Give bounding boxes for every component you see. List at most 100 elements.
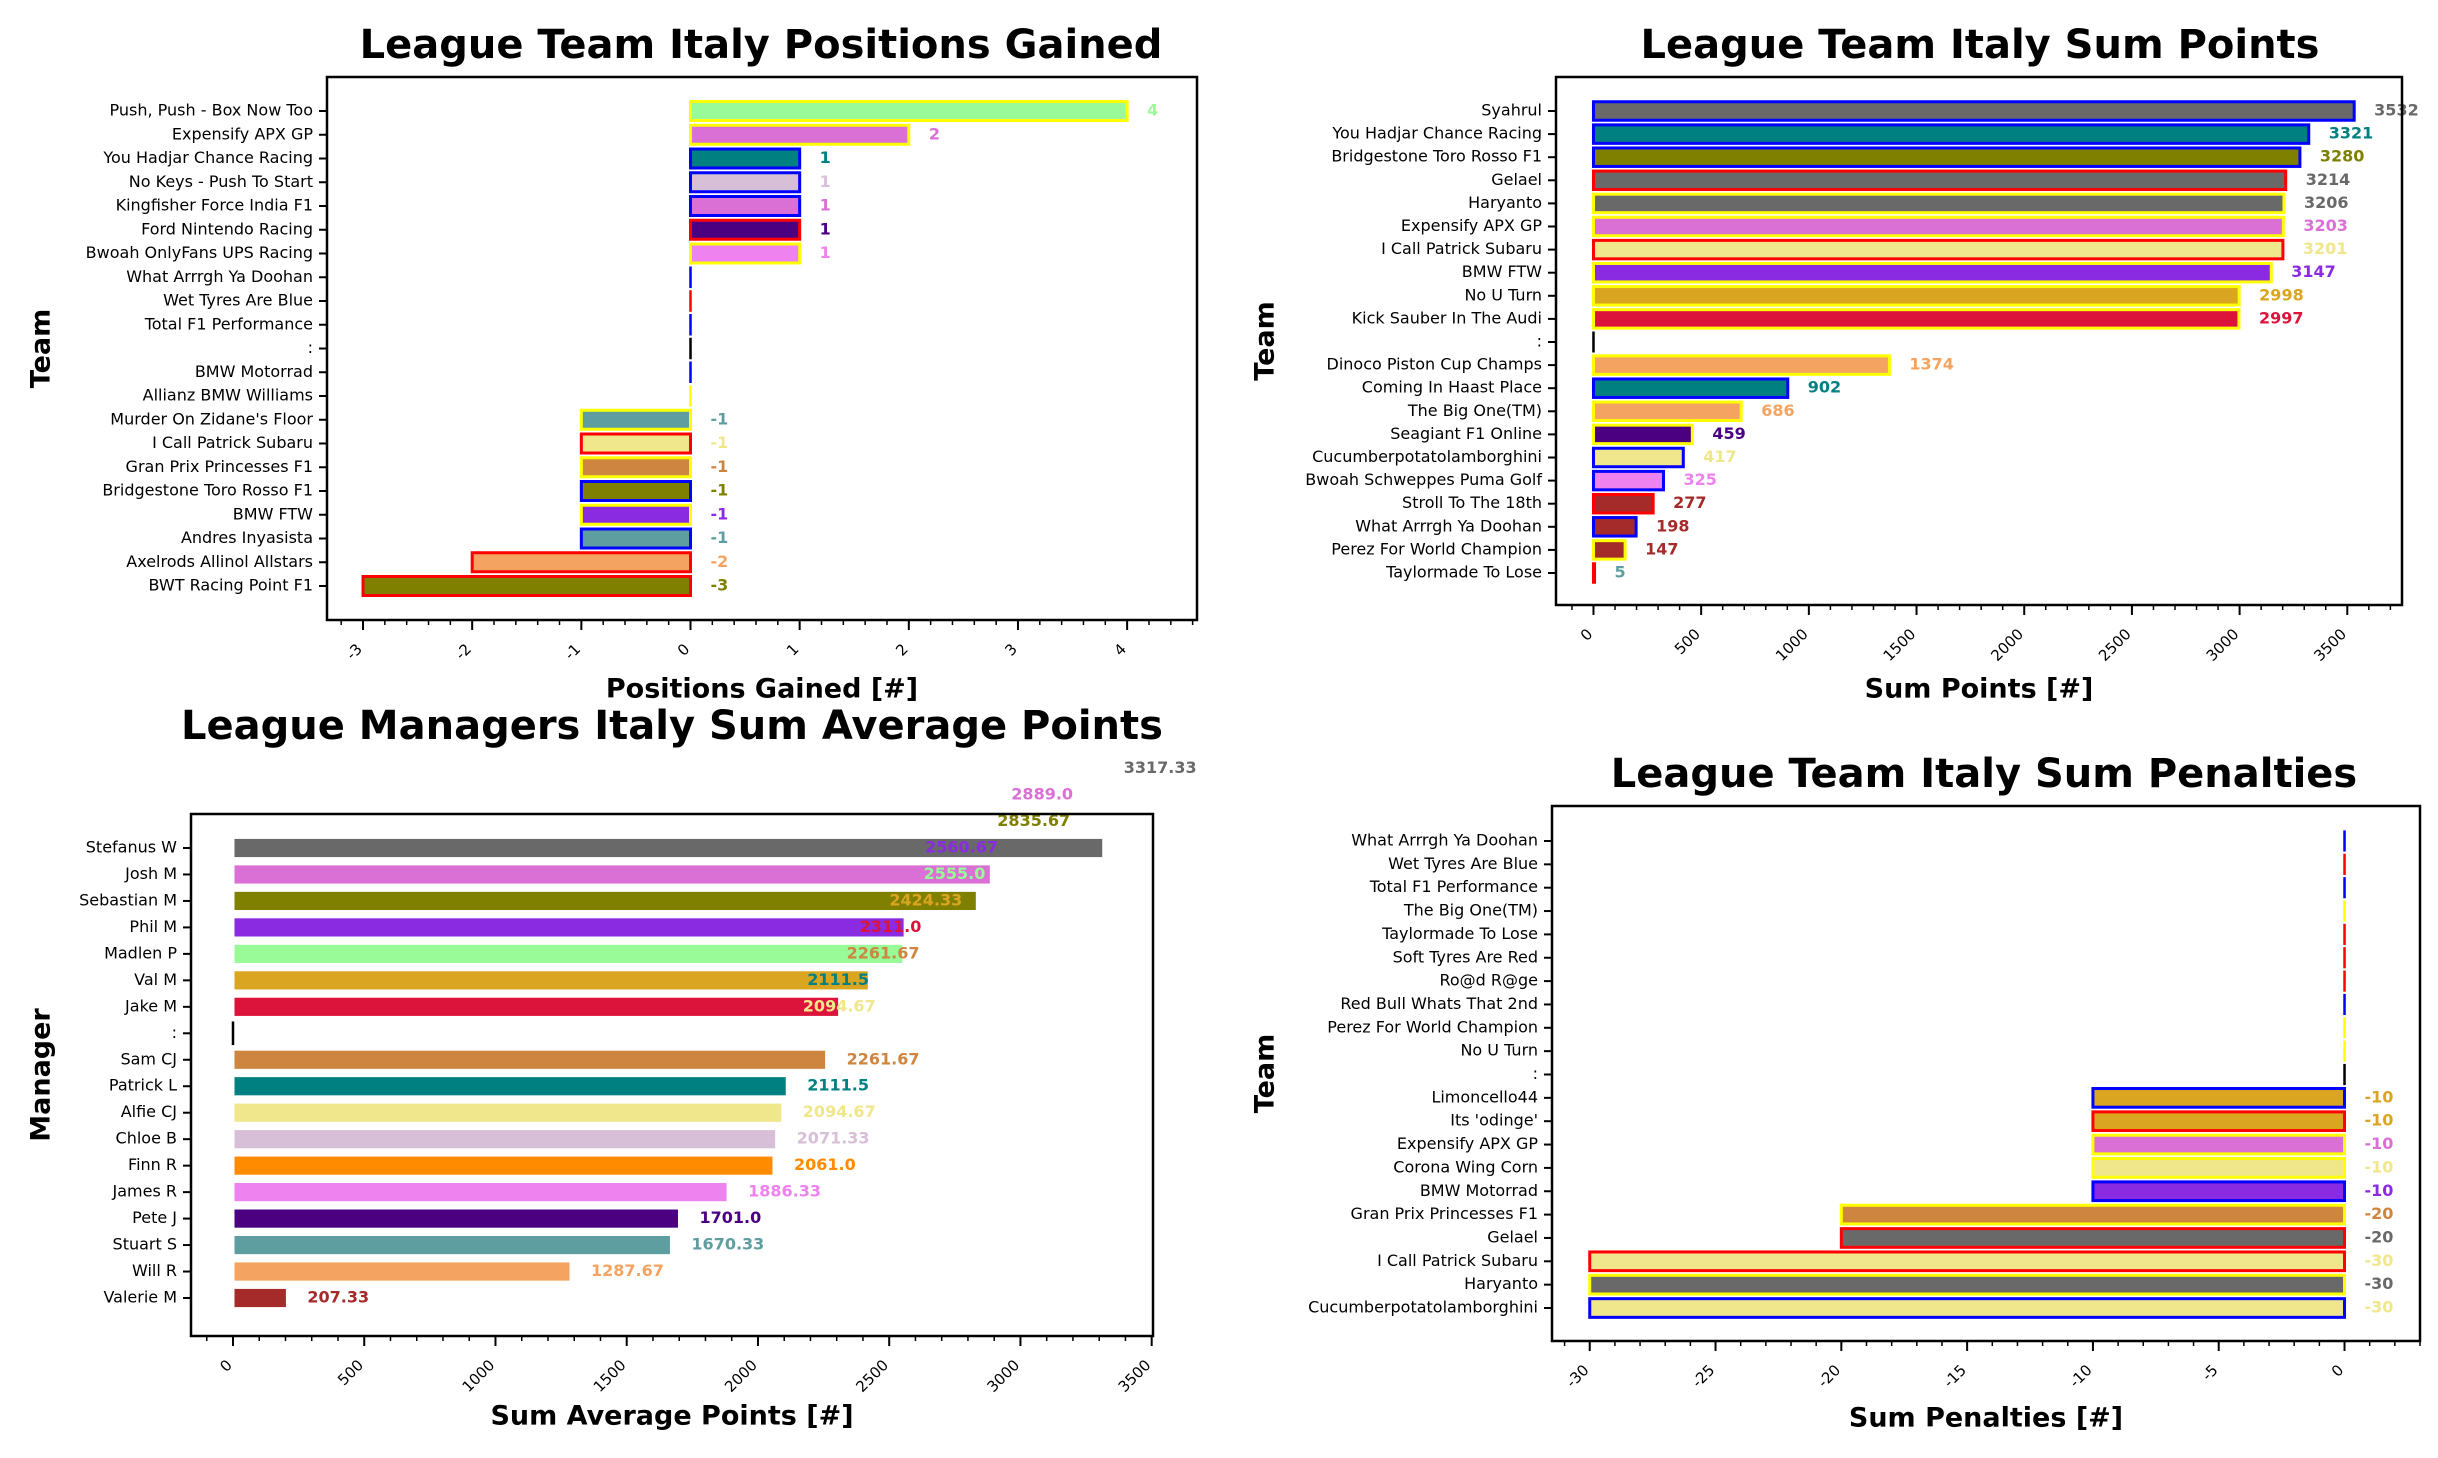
bar — [1588, 1250, 2347, 1273]
y-tick-label: Allianz BMW Williams — [143, 386, 313, 405]
bar — [1591, 400, 1743, 423]
value-label: 902 — [1808, 378, 1841, 397]
bar — [231, 915, 907, 940]
x-tick-label: -15 — [1940, 1361, 1970, 1391]
value-label: 5 — [1615, 563, 1626, 582]
value-label: 325 — [1683, 470, 1716, 489]
bar — [231, 1153, 776, 1178]
bar — [2091, 1157, 2347, 1179]
value-label: -1 — [711, 504, 729, 523]
x-tick-label: 3000 — [2203, 625, 2243, 665]
y-tick-label: Stefanus W — [86, 838, 177, 857]
value-label: 3206 — [2304, 193, 2349, 212]
value-label: 2261.67 — [847, 943, 920, 962]
bar — [1591, 123, 2311, 145]
bar — [1591, 308, 2241, 330]
y-tick-label: Gran Prix Princesses F1 — [1351, 1204, 1538, 1223]
y-tick-label: Gelael — [1491, 170, 1542, 189]
bar — [689, 242, 802, 265]
bar — [231, 1285, 289, 1311]
y-tick-label: Chloe B — [116, 1129, 177, 1148]
bar — [689, 171, 802, 194]
y-tick-label: Madlen P — [104, 943, 177, 962]
value-label: 207.33 — [307, 1288, 369, 1307]
y-tick-label: Total F1 Performance — [144, 314, 313, 333]
value-label: 1 — [820, 219, 831, 238]
bar — [689, 100, 1129, 122]
bar — [1591, 169, 2288, 192]
value-label: 2555.0 — [924, 864, 986, 883]
y-tick-label: Ro@d R@ge — [1439, 971, 1538, 990]
y-tick-label: Dinoco Piston Cup Champs — [1327, 355, 1542, 374]
x-tick-label: 3000 — [984, 1356, 1024, 1396]
bar — [1588, 1297, 2347, 1319]
bar — [231, 968, 871, 993]
y-tick-label: Limoncello44 — [1431, 1087, 1538, 1106]
bar — [231, 941, 906, 966]
bar — [1839, 1227, 2347, 1249]
y-tick-label: Its 'odinge' — [1450, 1111, 1538, 1130]
y-tick-label: The Big One(TM) — [1403, 901, 1538, 920]
bar — [1839, 1203, 2347, 1226]
value-label: -10 — [2365, 1134, 2394, 1153]
value-label: -3 — [711, 576, 729, 595]
y-tick-label: You Hadjar Chance Racing — [102, 148, 313, 167]
x-tick-label: -5 — [2198, 1361, 2221, 1384]
value-label: -1 — [711, 481, 729, 500]
x-axis-label: Sum Average Points [#] — [490, 1401, 853, 1432]
y-tick-label: Expensify APX GP — [1401, 216, 1542, 235]
y-tick-label: Finn R — [128, 1155, 177, 1174]
value-label: 277 — [1673, 493, 1706, 512]
y-tick-label: Murder On Zidane's Floor — [110, 409, 313, 428]
bar — [1591, 516, 1638, 538]
value-label: -2 — [711, 552, 729, 571]
value-label: 1 — [820, 243, 831, 262]
bar — [231, 1100, 785, 1125]
y-tick-label: Pete J — [132, 1208, 177, 1227]
chart-title: League Team Italy Positions Gained — [360, 22, 1163, 68]
bar — [579, 503, 693, 526]
bar — [231, 1127, 779, 1152]
y-tick-label: Corona Wing Corn — [1393, 1157, 1538, 1176]
x-tick-label: 4 — [1110, 640, 1129, 659]
y-axis-label: Team — [26, 309, 57, 389]
subplot-3: League Team Italy Sum Penalties What Arrr… — [1250, 751, 2422, 1434]
bar — [689, 123, 911, 146]
y-tick-label: Perez For World Champion — [1331, 539, 1542, 558]
bar — [1591, 146, 2302, 168]
x-tick-label: -2 — [452, 640, 475, 663]
y-tick-label: No U Turn — [1464, 285, 1542, 304]
y-axis-label: Team — [1250, 301, 1281, 381]
bar — [1591, 423, 1694, 446]
value-label: 2111.5 — [807, 1076, 869, 1095]
y-tick-label: BMW Motorrad — [1420, 1181, 1538, 1200]
value-label: 198 — [1656, 516, 1689, 535]
bar — [579, 480, 693, 502]
value-label: 3201 — [2303, 239, 2348, 258]
y-tick-label: Ford Nintendo Racing — [141, 219, 313, 238]
x-tick-label: 1500 — [1880, 625, 1920, 665]
value-label: -20 — [2365, 1204, 2394, 1223]
y-tick-label: Red Bull Whats That 2nd — [1340, 994, 1538, 1013]
chart-title: League Managers Italy Sum Average Points — [181, 703, 1163, 749]
bar — [689, 218, 802, 241]
y-tick-label: Gran Prix Princesses F1 — [126, 457, 313, 476]
y-tick-label: : — [1533, 1064, 1538, 1083]
y-tick-label: Axelrods Allinol Allstars — [126, 552, 313, 571]
value-label: 3321 — [2329, 124, 2374, 143]
value-label: 1701.0 — [699, 1208, 761, 1227]
x-tick-label: 2500 — [852, 1356, 892, 1396]
bar — [1591, 469, 1665, 492]
value-label: -1 — [711, 457, 729, 476]
value-label: -30 — [2365, 1274, 2394, 1293]
y-tick-label: Stuart S — [113, 1235, 177, 1254]
value-label: 2889.0 — [1011, 785, 1073, 804]
y-tick-label: Soft Tyres Are Red — [1393, 947, 1538, 966]
y-tick-label: Val M — [134, 970, 177, 989]
x-tick-label: 1000 — [459, 1356, 499, 1396]
value-label: 2071.33 — [797, 1129, 870, 1148]
value-label: -1 — [711, 409, 729, 428]
value-label: -10 — [2365, 1087, 2394, 1106]
y-tick-label: Jake M — [124, 996, 177, 1015]
x-tick-label: 500 — [334, 1356, 367, 1389]
